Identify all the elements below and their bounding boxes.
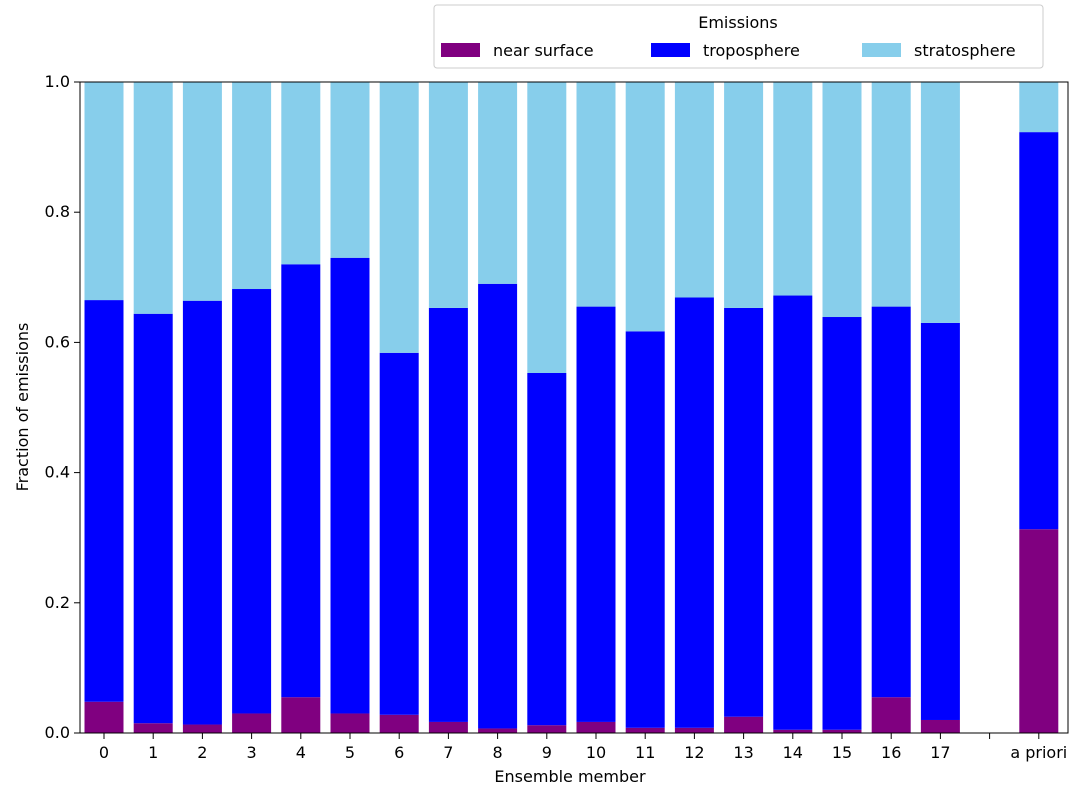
bar-stratosphere-1 — [133, 82, 173, 314]
legend-title: Emissions — [698, 13, 778, 32]
legend-items: near surface troposphere stratosphere — [441, 41, 1016, 60]
x-tick-label: 9 — [542, 743, 552, 762]
bar-stratosphere-a-priori — [1019, 82, 1059, 133]
bar-stratosphere-5 — [330, 82, 370, 258]
bar-troposphere-13 — [724, 307, 764, 717]
y-tick-label: 0.8 — [45, 202, 70, 221]
legend-swatch-near-surface — [441, 43, 480, 57]
x-tick-label: 6 — [394, 743, 404, 762]
y-tick-label: 1.0 — [45, 72, 70, 91]
bar-stratosphere-7 — [428, 82, 468, 308]
x-axis-label: Ensemble member — [494, 767, 646, 786]
bar-near-surface-1 — [133, 723, 173, 733]
x-tick-label: 12 — [684, 743, 704, 762]
bar-near-surface-7 — [428, 721, 468, 733]
bar-stratosphere-17 — [920, 82, 960, 323]
bar-troposphere-15 — [822, 317, 862, 730]
y-tick-label: 0.6 — [45, 332, 70, 351]
bar-near-surface-4 — [281, 697, 321, 733]
bar-near-surface-0 — [84, 701, 124, 733]
x-tick-label: 15 — [832, 743, 852, 762]
bar-troposphere-a-priori — [1019, 132, 1059, 530]
bar-near-surface-8 — [478, 728, 518, 733]
x-tick-label: 2 — [197, 743, 207, 762]
x-tick-label: 13 — [733, 743, 753, 762]
bar-troposphere-17 — [920, 322, 960, 720]
bar-stratosphere-9 — [527, 82, 567, 373]
bar-stratosphere-8 — [478, 82, 518, 284]
bar-near-surface-3 — [232, 713, 272, 733]
legend-label-stratosphere: stratosphere — [914, 41, 1016, 60]
x-tick-label: 7 — [443, 743, 453, 762]
bar-near-surface-2 — [182, 724, 222, 733]
plot-border — [79, 81, 1069, 734]
legend: Emissions near surface troposphere stratos… — [433, 4, 1044, 69]
x-tick-label: 10 — [586, 743, 606, 762]
bar-troposphere-5 — [330, 257, 370, 714]
bar-near-surface-a-priori — [1019, 529, 1059, 733]
bar-stratosphere-11 — [625, 82, 665, 332]
bar-stratosphere-15 — [822, 82, 862, 318]
bar-stratosphere-0 — [84, 82, 124, 301]
bar-troposphere-6 — [379, 352, 419, 715]
bar-stratosphere-10 — [576, 82, 616, 307]
x-tick-label: 16 — [881, 743, 901, 762]
bar-near-surface-6 — [379, 714, 419, 733]
bar-stratosphere-6 — [379, 82, 419, 353]
bar-troposphere-3 — [232, 289, 272, 714]
bar-stratosphere-3 — [232, 82, 272, 290]
x-tick-label: 17 — [930, 743, 950, 762]
bar-near-surface-17 — [920, 719, 960, 733]
x-tick-label: 4 — [296, 743, 306, 762]
bar-near-surface-11 — [625, 727, 665, 733]
bar-troposphere-11 — [625, 331, 665, 728]
x-tick-label: 5 — [345, 743, 355, 762]
bar-near-surface-16 — [871, 697, 911, 733]
legend-swatch-troposphere — [651, 43, 690, 57]
bar-near-surface-10 — [576, 721, 616, 733]
x-tick-label: a priori — [1010, 743, 1067, 762]
x-tick-label: 0 — [99, 743, 109, 762]
plot-frame — [79, 81, 1069, 734]
bar-troposphere-12 — [674, 297, 714, 728]
x-axis: 0 1 2 3 4 5 6 7 8 9 10 11 12 13 14 15 16 17 a priori — [99, 733, 1067, 762]
x-tick-label: 14 — [783, 743, 803, 762]
legend-swatch-stratosphere — [862, 43, 901, 57]
x-tick-label: 11 — [635, 743, 655, 762]
y-axis: 0.0 0.2 0.4 0.6 0.8 1.0 — [45, 72, 80, 742]
x-tick-label: 3 — [247, 743, 257, 762]
bar-near-surface-5 — [330, 713, 370, 733]
bar-troposphere-16 — [871, 306, 911, 698]
bar-troposphere-8 — [478, 283, 518, 729]
y-axis-label: Fraction of emissions — [13, 323, 32, 492]
bar-troposphere-2 — [182, 300, 222, 725]
bar-stratosphere-14 — [773, 82, 813, 296]
bar-stratosphere-2 — [182, 82, 222, 301]
bar-troposphere-10 — [576, 306, 616, 722]
bar-near-surface-14 — [773, 729, 813, 733]
legend-label-troposphere: troposphere — [703, 41, 800, 60]
bar-troposphere-14 — [773, 295, 813, 730]
y-tick-label: 0.4 — [45, 463, 70, 482]
bar-troposphere-9 — [527, 372, 567, 726]
bars-layer — [84, 82, 1059, 733]
y-tick-label: 0.2 — [45, 593, 70, 612]
bar-troposphere-4 — [281, 264, 321, 698]
bar-troposphere-7 — [428, 307, 468, 722]
bar-near-surface-13 — [724, 716, 764, 733]
bar-troposphere-1 — [133, 313, 173, 724]
y-tick-label: 0.0 — [45, 723, 70, 742]
x-tick-label: 8 — [493, 743, 503, 762]
bar-troposphere-0 — [84, 300, 124, 702]
bar-stratosphere-16 — [871, 82, 911, 307]
bar-near-surface-12 — [674, 727, 714, 733]
legend-label-near-surface: near surface — [493, 41, 594, 60]
bar-near-surface-9 — [527, 725, 567, 733]
bar-stratosphere-13 — [724, 82, 764, 308]
x-tick-label: 1 — [148, 743, 158, 762]
bar-stratosphere-12 — [674, 82, 714, 298]
bar-stratosphere-4 — [281, 82, 321, 265]
bar-near-surface-15 — [822, 729, 862, 733]
